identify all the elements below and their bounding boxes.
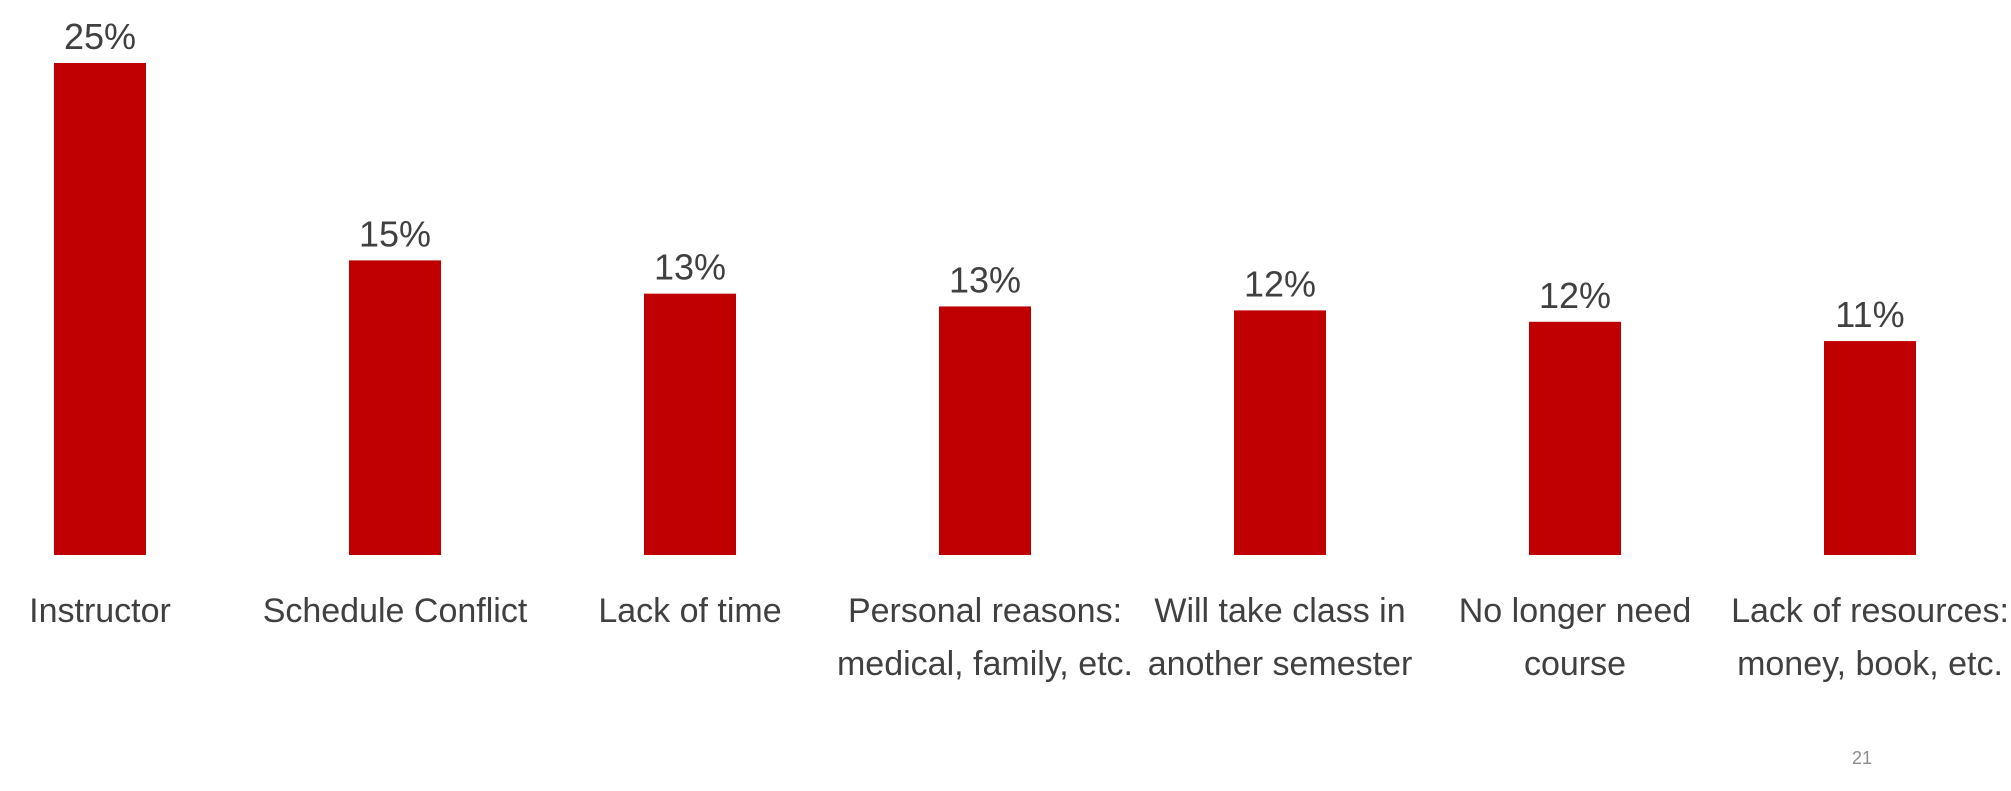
category-label: Instructor [29,592,171,630]
value-label: 13% [654,247,726,288]
bar [54,63,146,555]
value-label: 11% [1835,294,1904,335]
value-label: 12% [1539,275,1611,316]
category-label: Personal reasons: medical, family, etc. [836,592,1133,683]
category-label: Lack of time [598,592,782,630]
category-label: No longer need course [1458,592,1692,683]
category-label: Schedule Conflict [262,592,528,630]
category-label: Will take class in another semester [1147,592,1413,683]
bar [1824,341,1916,555]
value-label: 25% [64,16,136,57]
bar [349,260,441,555]
value-label: 12% [1244,263,1316,304]
bar [1234,310,1326,555]
bar [644,293,736,555]
bar [1529,321,1621,555]
bar [939,306,1031,555]
category-label: Lack of resources: money, book, etc. [1731,592,2009,683]
value-label: 15% [359,213,431,254]
slide-number: 21 [1852,748,1873,768]
value-label: 13% [949,259,1021,300]
